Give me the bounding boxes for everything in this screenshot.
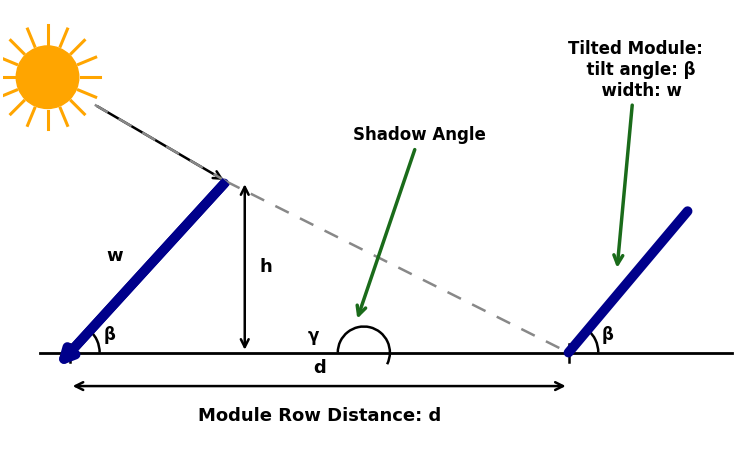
Text: h: h bbox=[260, 258, 272, 276]
Text: γ: γ bbox=[308, 327, 320, 345]
Text: w: w bbox=[106, 247, 123, 265]
Text: β: β bbox=[104, 325, 116, 344]
Text: Shadow Angle: Shadow Angle bbox=[353, 126, 486, 315]
Text: Tilted Module:
  tilt angle: β
  width: w: Tilted Module: tilt angle: β width: w bbox=[568, 40, 703, 264]
Text: d: d bbox=[313, 359, 326, 377]
Text: β: β bbox=[602, 325, 614, 344]
Text: Module Row Distance: d: Module Row Distance: d bbox=[197, 407, 441, 425]
Circle shape bbox=[16, 46, 79, 108]
